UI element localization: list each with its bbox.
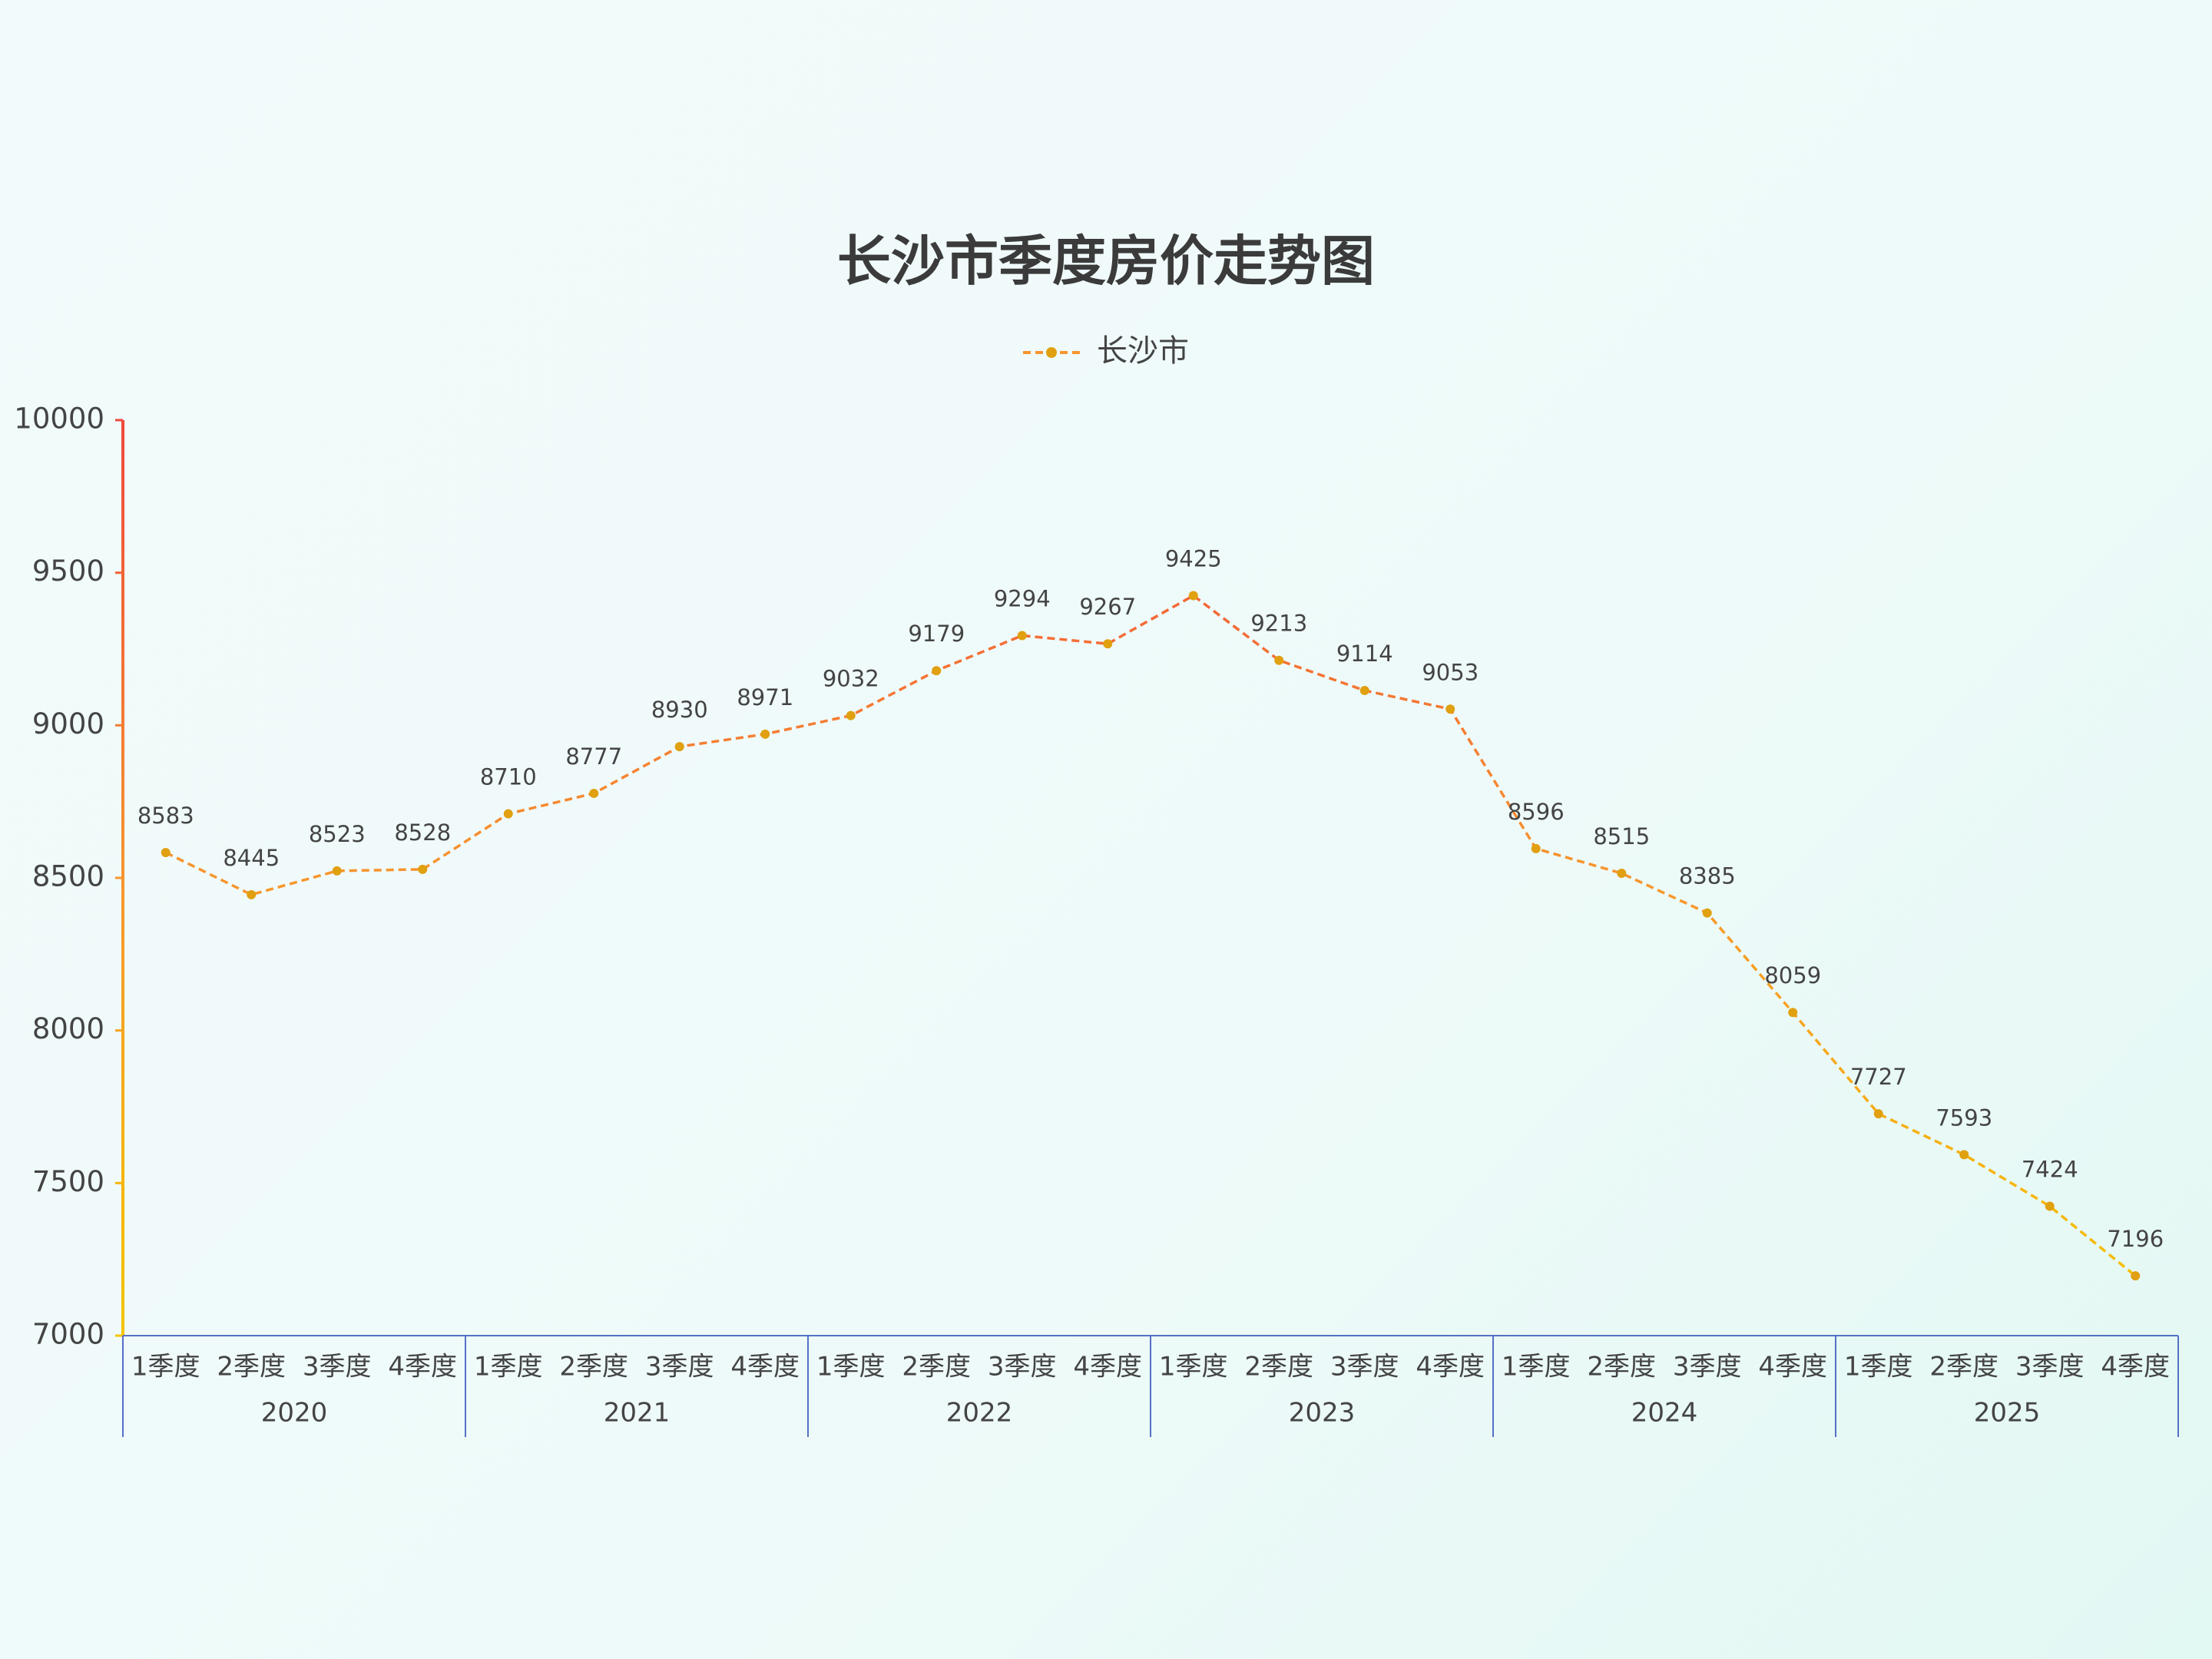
data-label: 9213 (1250, 611, 1307, 637)
data-point (846, 710, 856, 720)
data-label: 8059 (1764, 962, 1821, 988)
data-point (1873, 1109, 1883, 1119)
data-point (1017, 631, 1027, 641)
x-group-label: 2025 (1974, 1398, 2041, 1429)
data-point (1617, 869, 1627, 879)
data-point (674, 742, 684, 752)
x-tick-label: 2季度 (1244, 1352, 1313, 1382)
x-tick-label: 4季度 (2101, 1352, 2170, 1382)
data-label: 8596 (1508, 799, 1565, 825)
x-tick-label: 2季度 (902, 1352, 971, 1382)
data-label: 9425 (1165, 545, 1222, 571)
y-tick-label: 10000 (14, 402, 104, 435)
data-point (1788, 1008, 1798, 1018)
data-label: 7727 (1850, 1064, 1907, 1090)
data-point (1959, 1150, 1969, 1160)
chart-title: 长沙市季度房价走势图 (837, 230, 1375, 293)
x-tick-label: 1季度 (1844, 1352, 1913, 1382)
x-tick-label: 1季度 (1159, 1352, 1228, 1382)
x-tick-label: 1季度 (816, 1352, 886, 1382)
data-label: 7196 (2107, 1226, 2164, 1252)
data-label: 8777 (565, 743, 622, 770)
data-point (161, 848, 171, 858)
data-point (589, 788, 599, 798)
x-tick-label: 4季度 (388, 1352, 457, 1382)
data-point (1445, 704, 1455, 714)
y-tick-label: 7000 (32, 1318, 104, 1351)
data-point (1359, 686, 1369, 696)
data-label: 9053 (1422, 659, 1479, 685)
x-tick-label: 4季度 (730, 1352, 800, 1382)
data-label: 9114 (1336, 641, 1393, 667)
legend-label: 长沙市 (1097, 333, 1189, 369)
data-label: 9294 (994, 586, 1051, 612)
x-tick-label: 4季度 (1073, 1352, 1142, 1382)
series-line (164, 594, 2137, 1277)
x-tick-label: 1季度 (131, 1352, 200, 1382)
x-group-label: 2020 (261, 1398, 328, 1429)
data-point (1188, 591, 1198, 601)
x-tick-label: 4季度 (1416, 1352, 1485, 1382)
data-label: 8971 (737, 684, 793, 710)
x-tick-label: 4季度 (1758, 1352, 1827, 1382)
data-point (932, 666, 942, 676)
data-point (760, 729, 770, 739)
data-point (1274, 655, 1284, 665)
y-tick-label: 8500 (32, 860, 104, 893)
data-point (2131, 1271, 2141, 1281)
x-tick-label: 1季度 (1502, 1352, 1571, 1382)
x-group-label: 2022 (946, 1398, 1013, 1429)
x-group-label: 2023 (1289, 1398, 1356, 1429)
data-label: 8583 (137, 803, 194, 829)
data-point (1702, 908, 1712, 918)
x-tick-label: 3季度 (1673, 1352, 1742, 1382)
data-point (247, 889, 257, 899)
data-label: 8710 (480, 764, 537, 790)
legend-marker (1046, 347, 1057, 358)
data-label: 8445 (223, 845, 280, 871)
x-tick-label: 3季度 (988, 1352, 1057, 1382)
data-label: 9267 (1079, 594, 1136, 620)
x-tick-label: 2季度 (217, 1352, 286, 1382)
y-tick-label: 9500 (32, 555, 104, 588)
data-label: 7593 (1936, 1104, 1992, 1131)
x-tick-label: 2季度 (1929, 1352, 1998, 1382)
data-label: 7424 (2022, 1157, 2078, 1183)
y-tick-label: 7500 (32, 1165, 104, 1198)
data-point (503, 809, 513, 819)
x-tick-label: 1季度 (474, 1352, 543, 1382)
data-point (332, 866, 342, 876)
data-point (418, 864, 428, 874)
x-tick-label: 3季度 (2015, 1352, 2085, 1382)
x-tick-label: 3季度 (303, 1352, 372, 1382)
y-tick-label: 9000 (32, 707, 104, 740)
data-label: 8385 (1679, 863, 1736, 889)
data-label: 8528 (394, 820, 451, 846)
x-group-label: 2021 (604, 1398, 671, 1429)
x-group-label: 2024 (1631, 1398, 1698, 1429)
y-tick-label: 8000 (32, 1012, 104, 1045)
data-point (1103, 639, 1113, 649)
data-label: 8930 (651, 697, 708, 723)
data-point (2045, 1201, 2055, 1211)
x-tick-label: 2季度 (1587, 1352, 1656, 1382)
x-tick-label: 3季度 (1330, 1352, 1399, 1382)
data-label: 8523 (309, 821, 366, 847)
data-label: 9179 (908, 621, 965, 647)
x-tick-label: 2季度 (559, 1352, 628, 1382)
data-point (1531, 843, 1541, 853)
x-tick-label: 3季度 (645, 1352, 714, 1382)
data-label: 9032 (823, 666, 879, 692)
data-label: 8515 (1593, 823, 1650, 849)
